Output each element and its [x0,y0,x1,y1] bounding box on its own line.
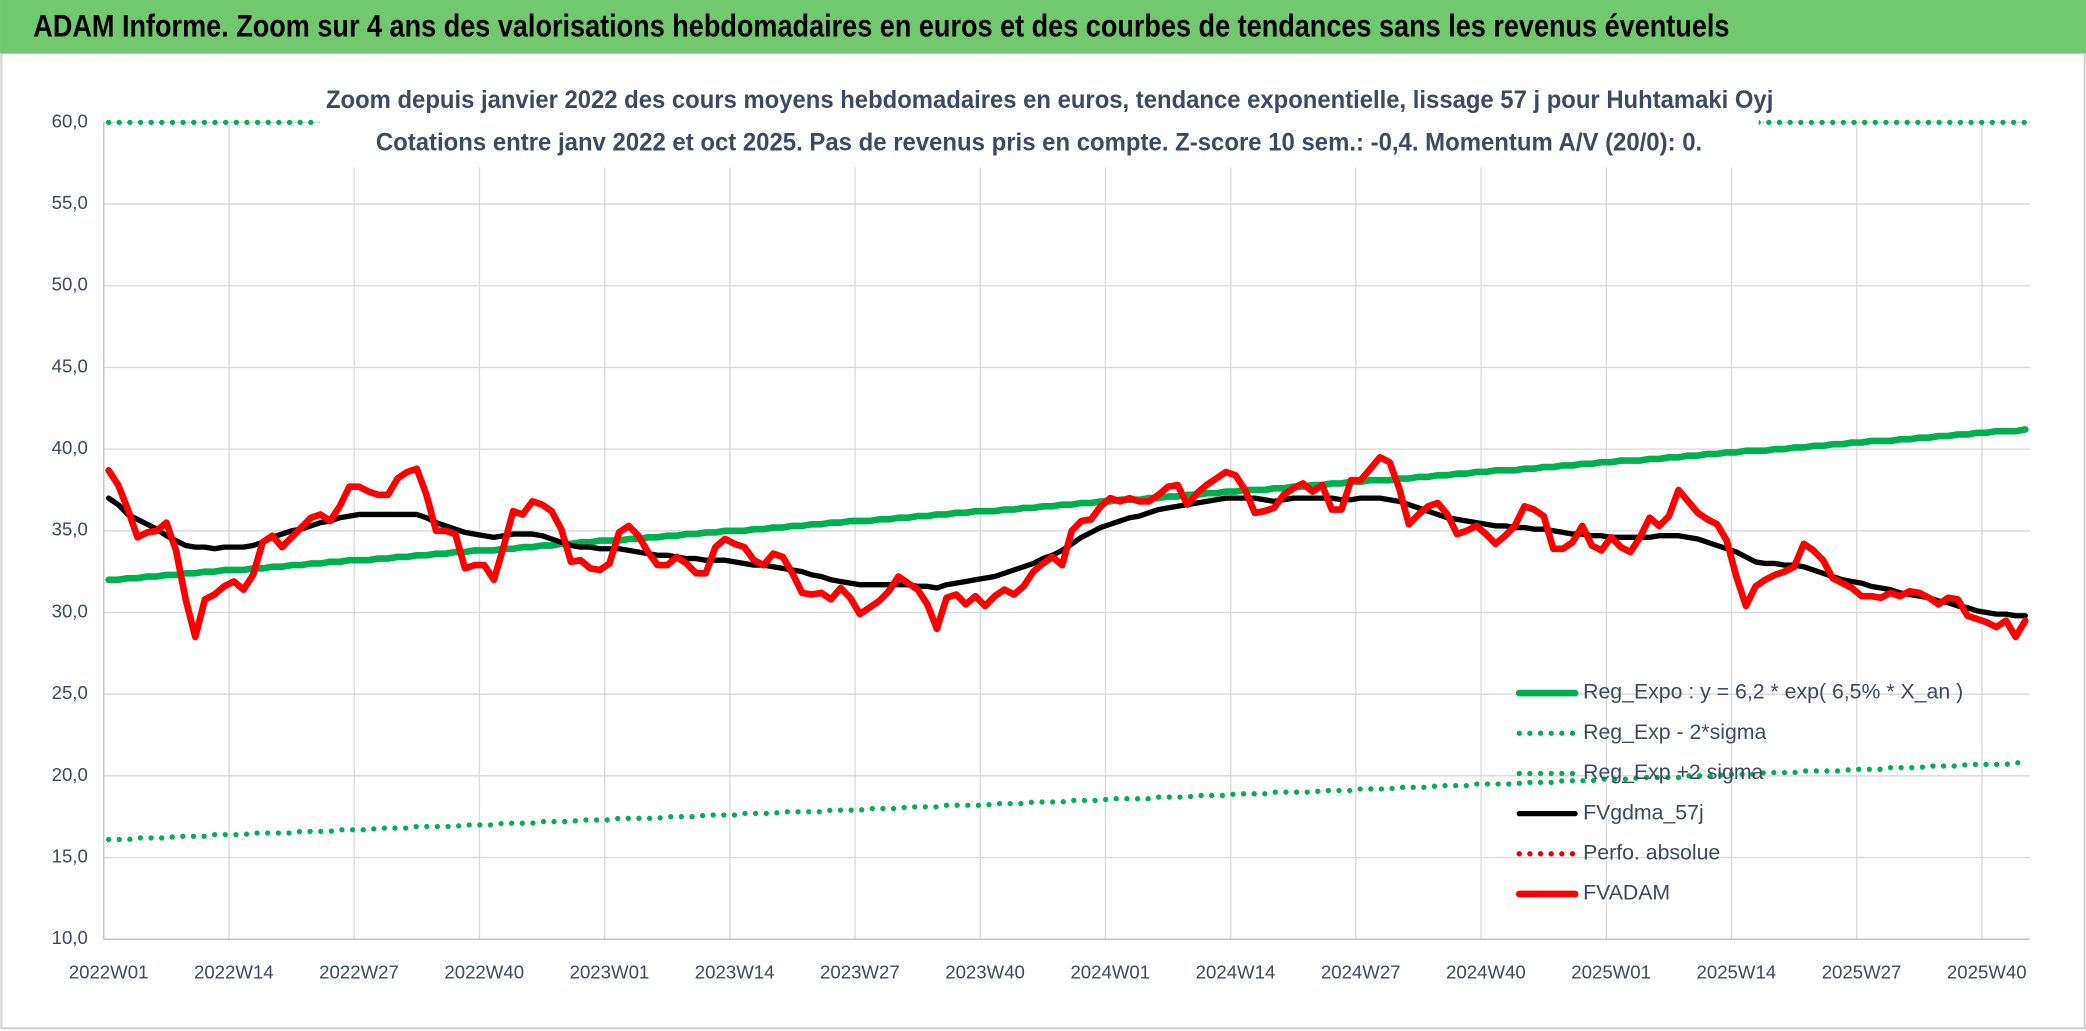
series-line [105,426,2029,584]
y-tick-label: 35,0 [52,519,88,540]
x-tick-label: 2024W01 [1070,962,1150,983]
legend: Reg_Expo : y = 6,2 * exp( 6,5% * X_an ) R… [1515,680,1963,905]
chart-title: ADAM Informe. Zoom sur 4 ans des valoris… [33,7,1729,43]
x-tick-label: 2022W40 [444,962,524,983]
series-line [105,453,2029,641]
subtitle: Zoom depuis janvier 2022 des cours moyen… [326,86,1773,114]
subtitle: Cotations entre janv 2022 et oct 2025. P… [376,128,1702,156]
y-tick-label: 25,0 [52,682,88,703]
legend-label: Reg_Exp +2 sigma [1583,760,1763,784]
y-tick-label: 60,0 [52,110,88,131]
x-tick-label: 2023W40 [945,962,1025,983]
x-tick-label: 2023W01 [570,962,650,983]
plot-area: 10,0 15,0 20,0 25,0 30,0 35,0 40,0 45,0 50,0 55,0… [52,110,2031,983]
x-tick-label: 2024W27 [1321,962,1401,983]
legend-label: FVADAM [1583,881,1670,905]
x-tick-label: 2025W01 [1571,962,1651,983]
y-tick-label: 20,0 [52,764,88,785]
x-tick-label: 2024W40 [1446,962,1526,983]
legend-label: Reg_Expo : y = 6,2 * exp( 6,5% * X_an ) [1583,680,1963,704]
x-tick-label: 2022W27 [319,962,399,983]
y-tick-label: 40,0 [52,437,88,458]
legend-label: Reg_Exp - 2*sigma [1583,720,1766,744]
subtitle-background [319,79,1759,168]
subtitle-block: Zoom depuis janvier 2022 des cours moyen… [319,79,1773,168]
y-tick-label: 55,0 [52,192,88,213]
y-tick-label: 50,0 [52,274,88,295]
x-tick-label: 2025W27 [1822,962,1902,983]
x-tick-label: 2023W27 [820,962,900,983]
y-tick-label: 45,0 [52,355,88,376]
legend-label: Perfo. absolue [1583,840,1720,864]
header-bar [0,0,2086,54]
x-tick-label: 2022W01 [69,962,149,983]
chart-frame [0,52,2086,1030]
x-tick-label: 2022W14 [194,962,274,983]
y-tick-label: 15,0 [52,845,88,866]
x-tick-label: 2025W14 [1697,962,1777,983]
x-tick-label: 2024W14 [1196,962,1276,983]
legend-label: FVgdma_57j [1583,800,1704,824]
x-tick-label: 2025W40 [1947,962,2027,983]
y-tick-label: 30,0 [52,600,88,621]
series-line [105,760,2028,843]
x-tick-label: 2023W14 [695,962,775,983]
y-tick-label: 10,0 [52,927,88,948]
